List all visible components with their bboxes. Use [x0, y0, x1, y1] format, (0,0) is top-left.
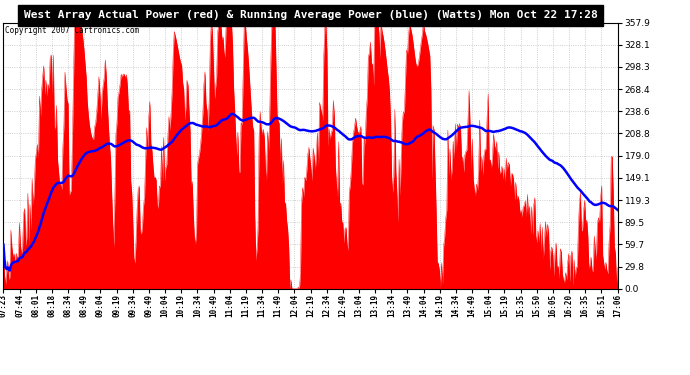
Text: Copyright 2007 Cartronics.com: Copyright 2007 Cartronics.com [5, 27, 139, 36]
Title: West Array Actual Power (red) & Running Average Power (blue) (Watts) Mon Oct 22 : West Array Actual Power (red) & Running … [23, 10, 598, 20]
